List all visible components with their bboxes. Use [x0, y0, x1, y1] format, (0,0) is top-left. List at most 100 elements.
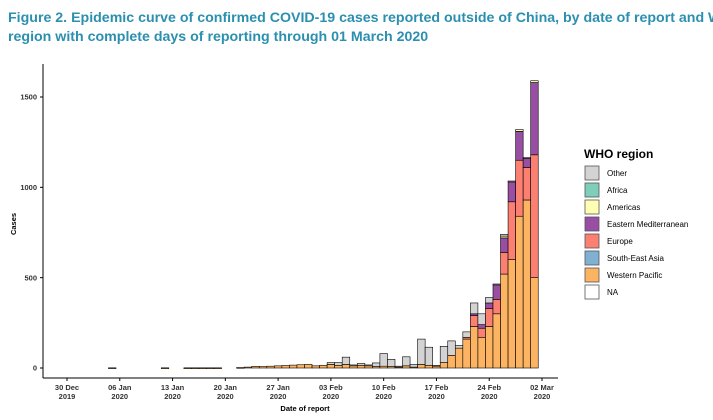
bar-segment-western-pacific	[198, 367, 207, 369]
legend: WHO region Other Africa Americas Eastern Me…	[584, 147, 688, 300]
bar-segment-europe	[500, 252, 509, 275]
bar-segment-other	[500, 234, 509, 237]
bar-segment-western-pacific	[356, 364, 366, 369]
bar-segment-western-pacific	[522, 199, 531, 369]
x-tick-year-label: 2020	[111, 392, 128, 401]
bar-segment-other	[394, 365, 403, 368]
legend-swatch-americas	[584, 199, 600, 215]
bar-segment-western-pacific	[515, 215, 524, 369]
bar-segment-other	[424, 346, 433, 366]
legend-label: Africa	[607, 186, 628, 195]
bar-segment-other	[372, 362, 381, 367]
bar-segment-other	[387, 359, 396, 367]
bar-segment-western-pacific	[439, 362, 449, 369]
bar-segment-western-pacific	[311, 365, 320, 369]
bar-segment-western-pacific	[258, 366, 268, 369]
bar-segment-western-pacific	[462, 338, 471, 369]
bar-segment-americas	[507, 180, 516, 183]
legend-swatch-eastern-mediterranean	[584, 216, 600, 232]
x-tick-year-label: 2020	[428, 392, 445, 401]
bar-segment-western-pacific	[243, 366, 253, 369]
x-tick-label: 30 Dec	[55, 383, 79, 392]
plot-area	[108, 80, 539, 369]
legend-swatch-south-east-asia	[584, 250, 600, 266]
bar-segment-western-pacific	[206, 367, 215, 369]
bar-segment-other	[409, 364, 418, 368]
bar-segment-other	[454, 345, 464, 349]
bar-segment-western-pacific	[447, 355, 456, 369]
bar-segment-eastern-mediterranean	[485, 302, 494, 309]
bar-segment-other	[326, 362, 335, 365]
bar-segment-other	[417, 338, 426, 365]
y-tick-label: 1000	[20, 183, 37, 192]
bar-segment-europe	[470, 315, 479, 327]
bar-segment-western-pacific	[417, 364, 426, 369]
bar-segment-other	[462, 331, 471, 338]
bar-segment-western-pacific	[266, 365, 275, 369]
figure-title: Figure 2. Epidemic curve of confirmed CO…	[8, 9, 713, 47]
bar-segment-eastern-mediterranean	[515, 131, 524, 161]
bar-segment-western-pacific	[274, 365, 283, 369]
bar-segment-americas	[515, 129, 524, 132]
x-tick-year-label: 2020	[481, 392, 498, 401]
bar-segment-western-pacific	[326, 364, 335, 369]
bar-segment-western-pacific	[341, 364, 351, 369]
legend-title: WHO region	[584, 147, 653, 161]
legend-label: Europe	[607, 237, 633, 246]
bar-segment-other	[470, 302, 479, 315]
bar-segment-eastern-mediterranean	[477, 324, 486, 329]
bar-segment-western-pacific	[424, 364, 433, 369]
bar-segment-other	[341, 356, 351, 365]
bar-segment-other	[349, 364, 358, 367]
y-axis-title: Cases	[9, 213, 18, 235]
bar-segment-other	[334, 362, 343, 366]
bar-segment-western-pacific	[289, 364, 298, 369]
x-tick-label: 27 Jan	[266, 383, 290, 392]
bar-segment-americas	[522, 157, 531, 159]
bar-segment-europe	[530, 154, 539, 278]
bar-segment-western-pacific	[507, 259, 516, 369]
bar-segment-western-pacific	[296, 364, 305, 369]
bar-segment-western-pacific	[319, 364, 328, 369]
bar-segment-other	[432, 364, 441, 367]
bar-segment-western-pacific	[402, 365, 411, 369]
x-tick-year-label: 2020	[534, 392, 551, 401]
bar-segment-americas	[492, 283, 501, 286]
bar-segment-other	[379, 353, 388, 367]
bar-segment-europe	[515, 159, 524, 217]
bar-segment-western-pacific	[191, 367, 200, 369]
bar-segment-western-pacific	[304, 364, 313, 369]
x-tick-label: 13 Jan	[161, 383, 185, 392]
legend-swatch-europe	[584, 233, 600, 249]
legend-label: Eastern Mediterranean	[607, 220, 688, 229]
bar-segment-europe	[492, 299, 501, 315]
x-tick-year-label: 2020	[270, 392, 287, 401]
legend-label: South-East Asia	[607, 254, 664, 263]
figure-title-line2: region with complete days of reporting t…	[8, 29, 429, 45]
x-tick-label: 06 Jan	[108, 383, 132, 392]
legend-label: Western Pacific	[607, 271, 662, 280]
x-tick-label: 20 Jan	[214, 383, 238, 392]
bar-segment-western-pacific	[470, 326, 479, 369]
bar-segment-western-pacific	[492, 313, 501, 369]
x-tick-label: 02 Mar	[530, 383, 554, 392]
x-tick-year-label: 2020	[375, 392, 392, 401]
bar-segment-other	[447, 340, 456, 356]
bar-segment-western-pacific	[213, 367, 222, 369]
bar-segment-other	[364, 364, 373, 367]
bar-segment-eastern-mediterranean	[530, 82, 539, 156]
legend-label: Americas	[607, 203, 640, 212]
bar-segment-other	[485, 297, 494, 304]
bar-segment-western-pacific	[364, 365, 373, 369]
y-tick-label: 500	[24, 273, 37, 282]
bar-segment-western-pacific	[251, 366, 260, 369]
bar-segment-americas	[530, 80, 539, 83]
legend-swatch-na	[584, 284, 600, 300]
bar-segment-western-pacific	[349, 365, 358, 369]
bar-segment-eastern-mediterranean	[507, 181, 516, 203]
bar-segment-western-pacific	[281, 365, 290, 369]
x-axis-title: Date of report	[280, 404, 330, 413]
bar-segment-eastern-mediterranean	[522, 158, 531, 168]
bar-segment-europe	[485, 308, 494, 327]
